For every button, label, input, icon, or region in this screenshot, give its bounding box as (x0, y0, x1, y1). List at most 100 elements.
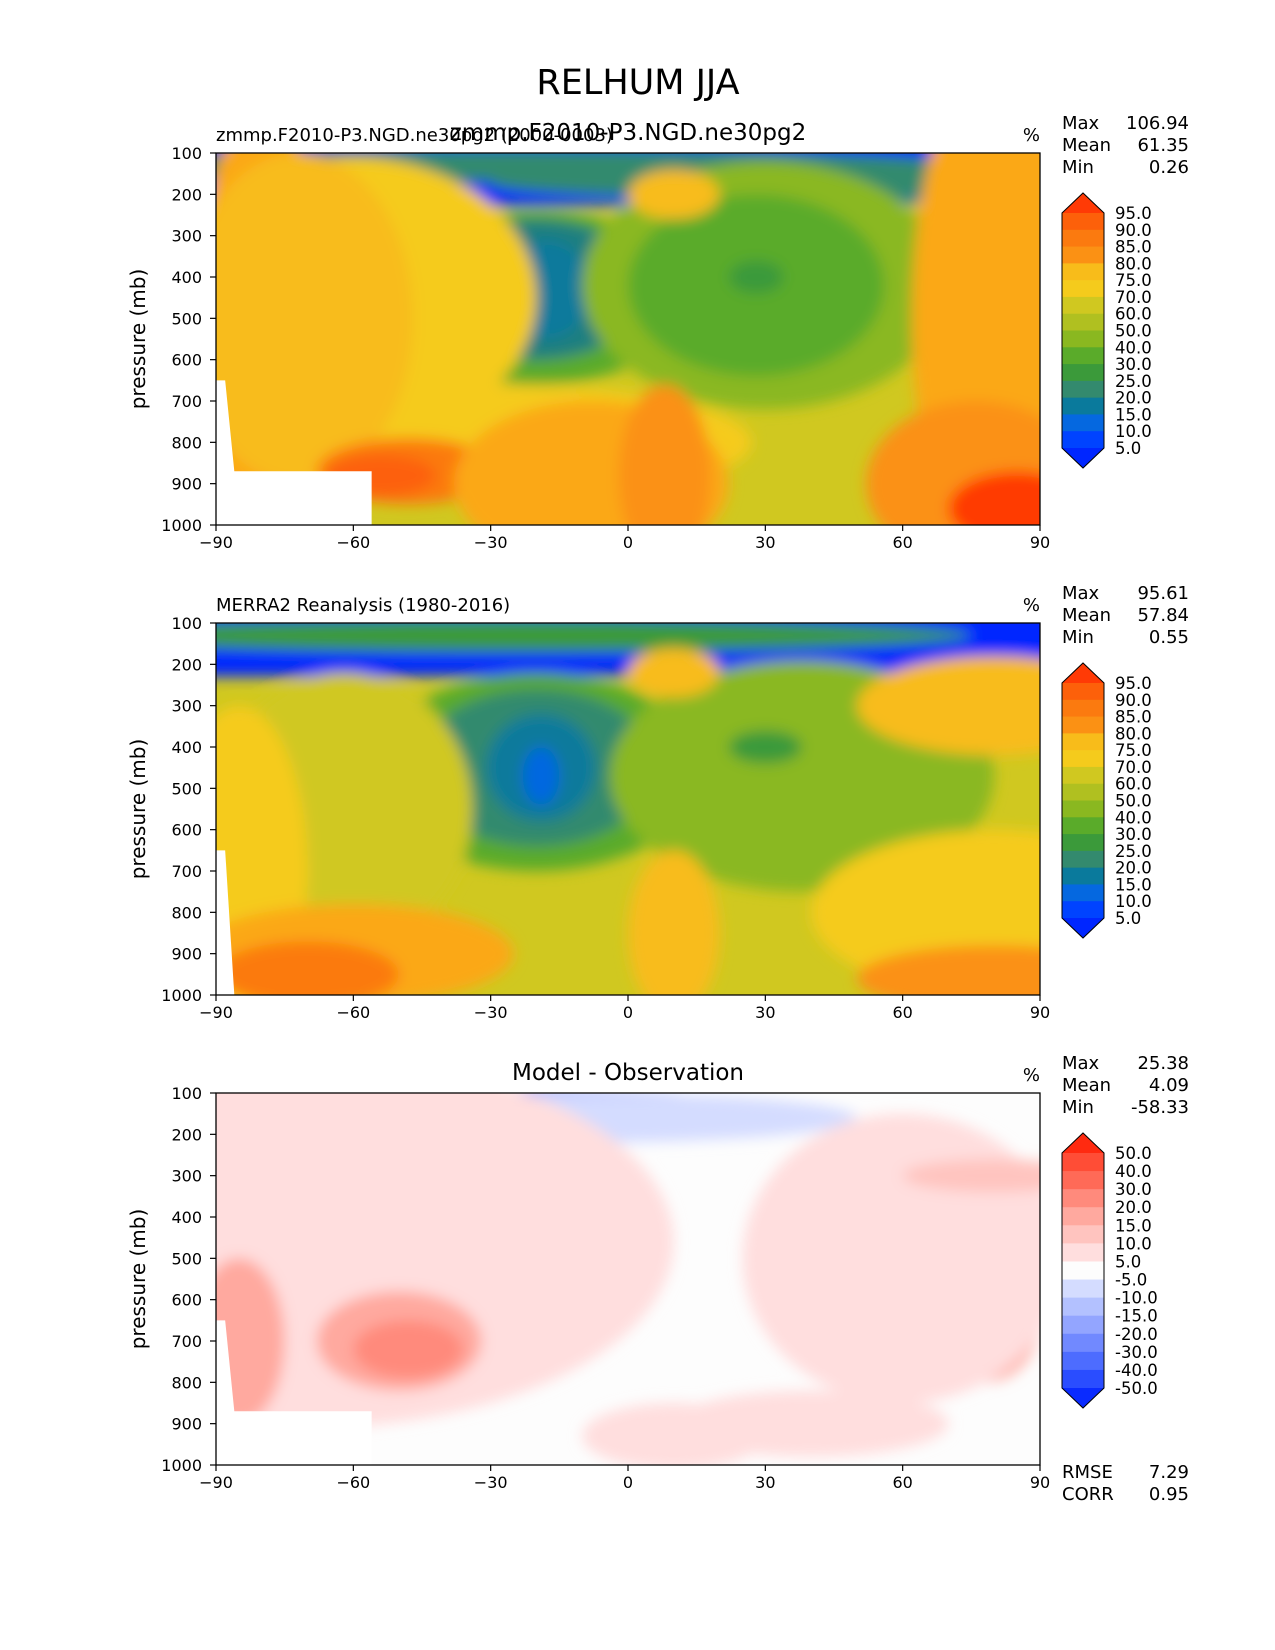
contour-region (216, 941, 400, 995)
y-tick-label: 900 (171, 475, 202, 494)
colorbar-segment (1062, 1333, 1104, 1353)
x-tick-label: −30 (474, 1473, 508, 1492)
colorbar-segment (1062, 1369, 1104, 1389)
colorbar-label: -10.0 (1115, 1289, 1158, 1308)
y-tick-label: 900 (171, 1415, 202, 1434)
y-tick-label: 1000 (161, 986, 202, 1005)
metric-value-corr: 0.95 (1149, 1484, 1189, 1505)
contour-field (216, 623, 1040, 995)
topography-mask (216, 850, 235, 995)
colorbar-segment (1062, 766, 1104, 785)
units-label: % (1023, 1065, 1040, 1086)
colorbar-label: 50.0 (1115, 1144, 1152, 1163)
y-tick-label: 900 (171, 945, 202, 964)
colorbar-label: -5.0 (1115, 1271, 1147, 1290)
colorbar-label: 25.0 (1115, 372, 1152, 391)
colorbar-segment (1062, 800, 1104, 818)
colorbar-segment (1062, 699, 1104, 718)
metric-value-rmse: 7.29 (1149, 1462, 1189, 1483)
contour-region (216, 153, 413, 484)
colorbar-segment (1062, 347, 1104, 365)
colorbar-label: 80.0 (1115, 254, 1152, 273)
colorbar-label: 15.0 (1115, 1216, 1152, 1235)
colorbar-label: 50.0 (1115, 792, 1152, 811)
colorbar-label: 10.0 (1115, 892, 1152, 911)
colorbar-label: 75.0 (1115, 271, 1152, 290)
panel-subtitle-center: Model - Observation (512, 1060, 744, 1086)
x-tick-label: 30 (755, 1003, 775, 1022)
x-tick-label: −90 (199, 1003, 233, 1022)
colorbar-segment (1062, 364, 1104, 382)
x-tick-label: 90 (1030, 1003, 1050, 1022)
y-tick-label: 800 (171, 1373, 202, 1392)
stat-value-mean: 61.35 (1137, 135, 1189, 156)
x-tick-label: 60 (892, 1003, 912, 1022)
colorbar-outline (1061, 192, 1105, 469)
colorbar-segment (1062, 867, 1104, 886)
colorbar-label: 5.0 (1115, 439, 1141, 458)
contour-region (216, 1258, 285, 1424)
y-tick-label: 300 (171, 697, 202, 716)
y-axis-label: pressure (mb) (126, 269, 150, 410)
topography-mask (216, 1320, 372, 1465)
y-tick-label: 200 (171, 1125, 202, 1144)
contour-region (522, 747, 560, 805)
colorbar-extend-max (1062, 193, 1104, 213)
colorbar-segment (1062, 280, 1104, 298)
colorbar-extend-min (1062, 1388, 1104, 1408)
colorbar-segment (1062, 1261, 1104, 1281)
y-tick-label: 500 (171, 779, 202, 798)
y-tick-label: 400 (171, 268, 202, 287)
colorbar-segment (1062, 683, 1104, 701)
colorbar-segment (1062, 1225, 1104, 1244)
colorbar-segment (1062, 850, 1104, 869)
contour-region (902, 1159, 1040, 1193)
colorbar-label: 60.0 (1115, 305, 1152, 324)
stat-label-min: Min (1062, 157, 1094, 178)
x-tick-label: 90 (1030, 1473, 1050, 1492)
y-axis-label: pressure (mb) (126, 1209, 150, 1350)
stat-label-min: Min (1062, 1097, 1094, 1118)
colorbar-label: 25.0 (1115, 842, 1152, 861)
stat-value-min: 0.26 (1149, 157, 1189, 178)
colorbar-label: 40.0 (1115, 1162, 1152, 1181)
colorbar-segment (1062, 834, 1104, 852)
colorbar-label: 15.0 (1115, 405, 1152, 424)
colorbar-label: 30.0 (1115, 1180, 1152, 1199)
colorbar-label: 10.0 (1115, 422, 1152, 441)
colorbar-label: 10.0 (1115, 1234, 1152, 1253)
colorbar-segment (1062, 1243, 1104, 1263)
x-tick-label: −30 (474, 533, 508, 552)
colorbar-segment (1062, 414, 1104, 432)
colorbar-label: -15.0 (1115, 1307, 1158, 1326)
colorbar-segment (1062, 1351, 1104, 1371)
stat-value-mean: 4.09 (1149, 1075, 1189, 1096)
x-tick-label: −30 (474, 1003, 508, 1022)
colorbar-segment (1062, 1153, 1104, 1172)
colorbar-label: 20.0 (1115, 389, 1152, 408)
colorbar-segment (1062, 1279, 1104, 1299)
contour-region (856, 656, 1040, 756)
colorbar-segment (1062, 263, 1104, 281)
y-tick-label: 1000 (161, 516, 202, 535)
colorbar-label: 75.0 (1115, 741, 1152, 760)
x-tick-label: −60 (336, 533, 370, 552)
topography-mask (216, 380, 372, 525)
colorbar-extend-max (1062, 663, 1104, 683)
colorbar-label: 40.0 (1115, 808, 1152, 827)
y-tick-label: 400 (171, 738, 202, 757)
colorbar-segment (1062, 750, 1104, 768)
colorbar-segment (1062, 733, 1104, 751)
colorbar-label: 30.0 (1115, 825, 1152, 844)
stat-label-mean: Mean (1062, 605, 1111, 626)
colorbar-label: -20.0 (1115, 1325, 1158, 1344)
colorbar-label: 90.0 (1115, 691, 1152, 710)
y-tick-label: 700 (171, 392, 202, 411)
colorbar-segment (1062, 431, 1104, 449)
y-tick-label: 300 (171, 227, 202, 246)
stat-value-mean: 57.84 (1137, 605, 1189, 626)
colorbar: 95.090.085.080.075.070.060.050.040.030.0… (1061, 192, 1152, 469)
colorbar-label: 85.0 (1115, 708, 1152, 727)
colorbar-label: 85.0 (1115, 238, 1152, 257)
